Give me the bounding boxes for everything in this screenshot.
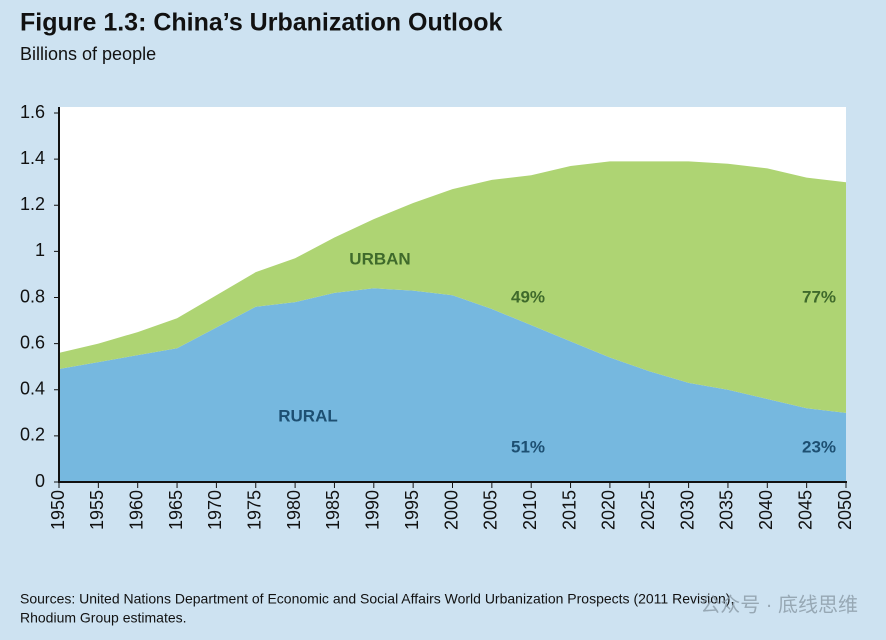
x-tick-label: 2020 bbox=[599, 490, 619, 530]
x-tick-label: 1970 bbox=[205, 490, 225, 530]
x-tick-label: 2025 bbox=[638, 490, 658, 530]
y-tick-label: 0.6 bbox=[20, 332, 45, 352]
x-tick-label: 1990 bbox=[363, 490, 383, 530]
y-tick-label: 1.6 bbox=[20, 102, 45, 122]
area bbox=[59, 288, 846, 482]
y-tick-label: 0.4 bbox=[20, 379, 45, 399]
x-tick-label: 1955 bbox=[87, 490, 107, 530]
x-tick-label: 2040 bbox=[756, 490, 776, 530]
series-label: RURAL bbox=[278, 406, 338, 425]
y-tick-label: 0.8 bbox=[20, 286, 45, 306]
x-tick-label: 1980 bbox=[284, 490, 304, 530]
x-tick-label: 2000 bbox=[441, 490, 461, 530]
x-tick-label: 1995 bbox=[402, 490, 422, 530]
annotation: 77% bbox=[802, 287, 836, 306]
x-tick-label: 2050 bbox=[835, 490, 855, 530]
x-tick-label: 1965 bbox=[166, 490, 186, 530]
source-note: Sources: United Nations Department of Ec… bbox=[20, 591, 734, 607]
annotation: 49% bbox=[511, 287, 545, 306]
x-tick-label: 1975 bbox=[245, 490, 265, 530]
y-tick-label: 0 bbox=[35, 471, 45, 491]
watermark: 公众号 · 底线思维 bbox=[700, 593, 858, 616]
y-tick-label: 0.2 bbox=[20, 425, 45, 445]
x-tick-label: 2010 bbox=[520, 490, 540, 530]
x-tick-label: 2045 bbox=[795, 490, 815, 530]
x-tick-label: 2015 bbox=[559, 490, 579, 530]
area bbox=[59, 161, 846, 413]
annotation: 51% bbox=[511, 437, 545, 456]
series-label: URBAN bbox=[349, 249, 410, 268]
chart-subtitle: Billions of people bbox=[20, 44, 156, 64]
x-tick-label: 2030 bbox=[677, 490, 697, 530]
x-tick-label: 1985 bbox=[323, 490, 343, 530]
annotation: 23% bbox=[802, 437, 836, 456]
x-tick-label: 2005 bbox=[481, 490, 501, 530]
source-note: Rhodium Group estimates. bbox=[20, 610, 187, 626]
chart-title: Figure 1.3: China’s Urbanization Outlook bbox=[20, 9, 503, 37]
y-tick-label: 1.4 bbox=[20, 148, 45, 168]
x-tick-label: 2035 bbox=[717, 490, 737, 530]
y-tick-label: 1.2 bbox=[20, 194, 45, 214]
y-tick-label: 1 bbox=[35, 240, 45, 260]
x-tick-label: 1960 bbox=[126, 490, 146, 530]
x-tick-label: 1950 bbox=[48, 490, 68, 530]
